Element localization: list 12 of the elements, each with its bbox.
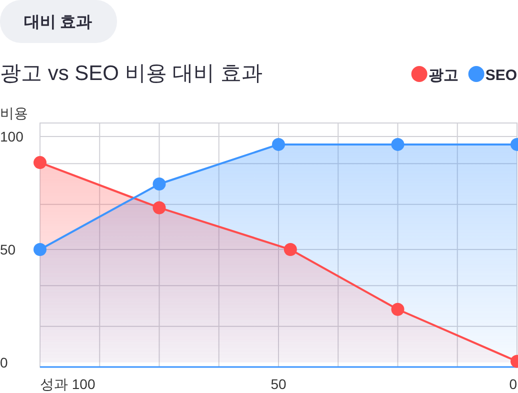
chart-title: 광고 vs SEO 비용 대비 효과 (0, 62, 263, 85)
legend-label: SEO (485, 67, 518, 84)
y-tick-label: 0 (0, 354, 8, 370)
chart-subtitle: 대비 효과 (24, 14, 92, 31)
x-tick-label: 50 (270, 376, 286, 392)
y-axis-title: 비용 (0, 105, 28, 121)
subtitle: 대비 효과 (0, 0, 117, 43)
y-tick-label: 100 (0, 128, 24, 145)
x-tick-label: 성과 100 (40, 376, 96, 392)
legend-label: 광고 (428, 67, 458, 84)
y-tick-label: 50 (0, 242, 16, 258)
x-tick-label: 0 (509, 376, 518, 392)
